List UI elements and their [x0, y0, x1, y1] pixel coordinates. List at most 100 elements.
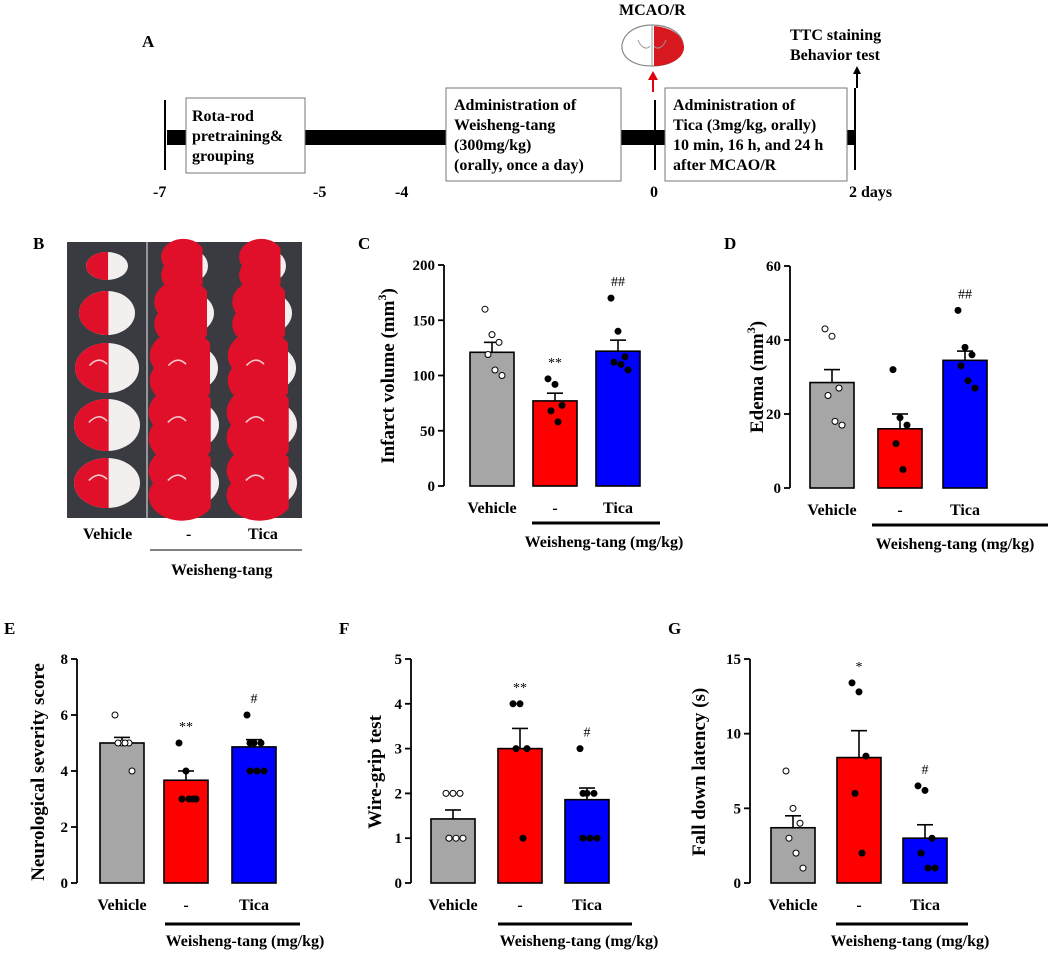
- timeline-ticks: [164, 88, 856, 170]
- data-point: [554, 418, 562, 426]
- data-point: [488, 331, 496, 339]
- data-point: [523, 745, 531, 753]
- tica-admin-box: [664, 87, 848, 182]
- category-label: Tica: [603, 500, 633, 517]
- slice-label-vehicle: Vehicle: [83, 526, 132, 543]
- slice-stained-hemisphere: [148, 445, 211, 521]
- slice-label-tica: Tica: [248, 526, 278, 543]
- slice-stained-hemisphere: [78, 290, 109, 336]
- panel-label-c: C: [358, 234, 370, 253]
- data-point: [260, 767, 268, 775]
- data-point: [896, 414, 904, 422]
- data-point: [954, 306, 962, 314]
- slice-stained-hemisphere: [232, 279, 285, 347]
- data-point: [445, 834, 453, 842]
- y-tick-label: 6: [61, 708, 69, 724]
- bar: [836, 756, 882, 884]
- pretraining-text: grouping: [192, 148, 254, 165]
- weisheng-admin-box: [445, 87, 622, 182]
- data-point: [607, 294, 615, 302]
- slice-stained-hemisphere: [161, 238, 203, 294]
- data-point: [182, 767, 190, 775]
- y-tick-label: 150: [413, 313, 436, 329]
- y-tick-label: 2: [61, 820, 69, 836]
- data-point: [544, 375, 552, 383]
- y-tick-label: 4: [395, 697, 403, 713]
- y-tick-label: 15: [726, 652, 741, 668]
- data-point: [831, 417, 839, 425]
- infarct-region: [654, 26, 685, 66]
- brain-slice: [85, 251, 128, 281]
- data-point: [921, 786, 929, 794]
- brain-slice: [148, 385, 219, 465]
- brain-slice: [154, 279, 214, 347]
- weisheng-admin-text: Weisheng-tang: [454, 117, 555, 134]
- y-tick-label: 5: [395, 652, 403, 668]
- brain-slices-panel: B Vehicle - Tica Weisheng-tang: [33, 234, 302, 579]
- brain-slice: [74, 342, 139, 394]
- category-label: -: [897, 502, 902, 519]
- y-tick-label: 200: [413, 258, 436, 274]
- data-point: [456, 789, 464, 797]
- significance-marker: **: [548, 356, 562, 371]
- brain-slice: [73, 457, 140, 509]
- category-label: -: [552, 500, 557, 517]
- y-tick-label: 0: [395, 876, 403, 892]
- tica-admin-text: Tica (3mg/kg, orally): [673, 117, 816, 134]
- significance-marker: ##: [958, 287, 972, 302]
- data-point: [624, 366, 632, 374]
- category-label: Vehicle: [97, 897, 146, 914]
- brain-slice: [239, 238, 286, 294]
- slice-internal-structure: [167, 474, 187, 482]
- data-point: [931, 864, 939, 872]
- y-tick-label: 60: [766, 259, 781, 275]
- slice-stained-hemisphere: [227, 330, 288, 406]
- significance-marker: #: [584, 726, 591, 741]
- data-point: [579, 834, 587, 842]
- y-tick-label: 0: [774, 481, 782, 497]
- data-point: [586, 834, 594, 842]
- ttc-label: TTC staining: [790, 27, 881, 44]
- y-axis-label: Fall down latency (s): [689, 688, 710, 856]
- brain-ventricles: [637, 39, 667, 49]
- y-tick-label: 0: [428, 479, 436, 495]
- data-point: [246, 739, 254, 747]
- data-point: [192, 795, 200, 803]
- category-label: Tica: [239, 897, 269, 914]
- panel-label-a: A: [142, 32, 155, 51]
- panel-label-d: D: [724, 234, 736, 253]
- y-tick-label: 4: [61, 764, 69, 780]
- weisheng-group-label: Weisheng-tang: [171, 562, 272, 579]
- bar: [564, 798, 610, 884]
- slice-internal-structure: [88, 474, 108, 482]
- neurological-score-chart: E Neurological severity score Weisheng-t…: [4, 619, 324, 950]
- significance-marker: *: [856, 660, 863, 675]
- data-point: [924, 864, 932, 872]
- slice-stained-hemisphere: [226, 445, 289, 521]
- data-point: [246, 767, 254, 775]
- data-point: [449, 789, 457, 797]
- bar: [469, 351, 515, 487]
- category-label: Tica: [910, 897, 940, 914]
- brain-slice: [232, 279, 292, 347]
- brain-icon: [621, 24, 685, 67]
- mcao-label: MCAO/R: [619, 2, 686, 19]
- edema-chart: D Edema (mm3) Weisheng-tang (mg/kg) 0 20 4…: [724, 234, 1048, 553]
- timeline-label: -5: [313, 184, 326, 201]
- bar: [595, 350, 641, 487]
- data-point: [828, 332, 836, 340]
- significance-marker: #: [922, 763, 929, 778]
- y-label-main: Neurological severity score: [28, 663, 49, 881]
- data-point: [459, 834, 467, 842]
- infarct-volume-chart: C Infarct volume (mm3) Weisheng-tang (mg…: [358, 234, 683, 551]
- data-point: [964, 377, 972, 385]
- slice-stained-hemisphere: [239, 238, 281, 294]
- brain-slice: [227, 330, 296, 406]
- data-point: [889, 366, 897, 374]
- data-point: [917, 849, 925, 857]
- data-point: [498, 372, 506, 379]
- data-point: [838, 421, 846, 429]
- data-point: [785, 834, 793, 842]
- brain-slice: [161, 238, 208, 294]
- bar: [497, 747, 543, 884]
